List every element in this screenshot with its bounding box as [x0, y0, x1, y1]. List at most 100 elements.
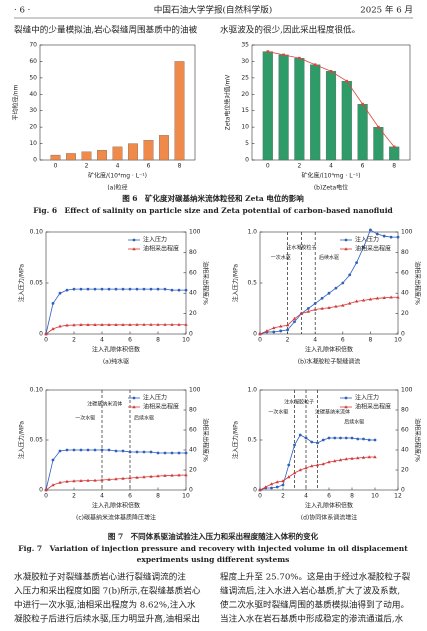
marker — [100, 323, 104, 327]
marker — [269, 482, 274, 486]
bar — [325, 71, 337, 161]
marker — [279, 329, 283, 333]
marker — [355, 261, 358, 264]
y2-tick-label: 60 — [401, 269, 409, 276]
marker — [320, 306, 324, 310]
marker — [79, 448, 83, 452]
annotation: 后续水驱 — [344, 419, 364, 426]
x-tick-label: 2 — [85, 163, 89, 170]
marker — [86, 287, 90, 291]
marker — [51, 327, 55, 331]
marker — [184, 451, 188, 455]
x-axis-label: 注入孔隙体积倍数 — [92, 346, 140, 354]
legend-label: 注入压力 — [143, 236, 167, 244]
legend-label: 注入压力 — [143, 394, 167, 402]
bar — [66, 153, 76, 161]
x-tick-label: 4 — [313, 337, 317, 344]
trend-marker — [345, 79, 349, 83]
marker — [107, 323, 111, 327]
legend-label: 注入压力 — [355, 236, 379, 244]
y2-tick-label: 0 — [401, 331, 405, 338]
marker — [58, 291, 62, 295]
legend-label: 注入压力 — [355, 394, 379, 402]
x-tick-label: 8 — [350, 493, 354, 500]
y-tick-label: 1.0 — [247, 229, 257, 236]
x-tick-label: 0 — [258, 493, 262, 500]
figure-caption: Fig. 6 Effect of salinity on particle si… — [33, 206, 393, 215]
y2-axis-label: 油相采出程度/% — [414, 418, 422, 462]
y-tick-label: 0.05 — [30, 437, 44, 444]
y-tick-label: 35 — [241, 42, 249, 49]
x-axis-label: 矿化度/(10⁴mg · L⁻¹) — [301, 172, 360, 180]
bar — [174, 61, 185, 161]
x-tick-label: 4 — [100, 337, 104, 344]
marker — [272, 326, 276, 330]
y2-tick-label: 80 — [189, 407, 197, 414]
marker — [272, 330, 276, 334]
marker — [348, 301, 352, 305]
marker — [58, 449, 62, 453]
marker — [275, 485, 279, 489]
y-tick-label: 20 — [241, 91, 249, 98]
marker — [170, 322, 174, 326]
y-axis-label: 注入压力/MPa — [18, 421, 26, 460]
y-axis-label: 注入压力/MPa — [18, 264, 26, 303]
marker — [258, 488, 262, 492]
subcaption: (b)Zeta电位 — [314, 184, 348, 192]
marker — [114, 287, 118, 291]
x-axis-label: 注入孔隙体积倍数 — [305, 502, 353, 510]
legend-marker — [132, 396, 136, 400]
marker — [327, 436, 331, 440]
bar — [294, 57, 305, 161]
x-tick-label: 2 — [72, 493, 76, 500]
marker — [389, 235, 393, 239]
x-tick-label: 6 — [327, 493, 331, 500]
x-tick-label: 6 — [361, 163, 365, 170]
bar — [143, 140, 154, 161]
marker — [86, 323, 90, 327]
y-tick-label: 25 — [241, 74, 249, 81]
marker — [100, 448, 104, 452]
body-line: 水凝胶粒子对裂缝基质岩心进行裂缝调流的注 — [14, 571, 186, 583]
body-line: 裂缝中的少量模拟油,岩心裂缝周围基质中的油被 — [14, 24, 198, 36]
subcaption: (d)协同体系调流增注 — [301, 514, 358, 522]
y-tick-label: 0 — [253, 487, 257, 494]
marker — [58, 480, 62, 484]
marker — [373, 438, 377, 442]
marker — [170, 473, 174, 477]
body-line: 缝调流后,注入水进入岩心基质,扩大了波及系数, — [220, 585, 400, 597]
y2-tick-label: 60 — [401, 427, 409, 434]
y-axis-label: 注入压力/MPa — [232, 264, 240, 303]
x-tick-label: 6 — [147, 163, 151, 170]
x-tick-label: 8 — [156, 337, 160, 344]
marker — [313, 302, 317, 305]
figure-caption: experiments using different systems — [137, 555, 290, 564]
marker — [72, 323, 76, 327]
bar — [389, 146, 400, 161]
body-line: 使二次水驱时裂缝周围的基质模拟油得到了动用。 — [220, 599, 409, 611]
x-tick-label: 4 — [116, 163, 120, 170]
x-tick-label: 8 — [392, 163, 396, 170]
x-tick-label: 4 — [100, 493, 104, 500]
marker — [121, 449, 125, 453]
marker — [51, 483, 55, 487]
marker — [163, 322, 167, 326]
marker — [44, 488, 48, 492]
marker — [156, 474, 160, 478]
trend-marker — [266, 50, 270, 53]
marker — [264, 485, 268, 489]
marker — [184, 473, 188, 477]
legend-label: 油相采出程度 — [143, 403, 179, 411]
y2-tick-label: 60 — [189, 427, 197, 434]
bar — [50, 154, 61, 161]
marker — [170, 288, 174, 292]
marker — [344, 457, 348, 461]
y2-axis-label: 油相采出程度/% — [202, 261, 210, 305]
y-tick-label: 10 — [241, 124, 249, 131]
x-tick-label: 8 — [368, 337, 372, 344]
trend-marker — [313, 63, 317, 67]
marker — [156, 322, 160, 326]
marker — [149, 322, 153, 326]
bar — [373, 126, 384, 161]
